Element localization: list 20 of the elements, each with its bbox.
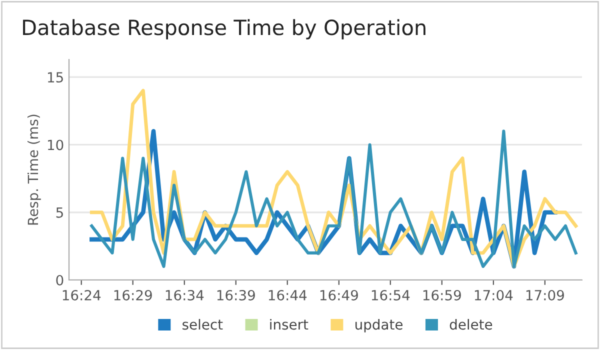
x-tick-label: 16:39 xyxy=(217,290,255,300)
x-tick-label: 16:24 xyxy=(62,290,101,300)
legend-label: update xyxy=(355,318,403,332)
legend-label: select xyxy=(182,318,223,330)
y-tick-label: 5 xyxy=(56,208,63,218)
y-tick-label: 0 xyxy=(56,274,64,286)
x-tick-label: 16:44 xyxy=(268,290,307,300)
legend-label: insert xyxy=(270,318,308,330)
x-tick-label: 17:09 xyxy=(526,290,564,300)
x-tick-label: 16:49 xyxy=(320,290,358,300)
x-tick-label: 16:54 xyxy=(372,290,410,300)
x-tick-label: 17:04 xyxy=(474,290,513,300)
x-tick-label: 16:34 xyxy=(166,290,204,300)
x-tick-label: 16:29 xyxy=(114,290,152,300)
chart-title: Database Response Time by Operation xyxy=(23,19,426,40)
y-axis-title: Resp. Time (ms) xyxy=(27,114,41,225)
x-tick-label: 16:59 xyxy=(423,290,461,300)
y-tick-label: 10 xyxy=(48,140,64,150)
legend-label: delete xyxy=(450,318,492,330)
y-tick-label: 15 xyxy=(48,72,63,83)
